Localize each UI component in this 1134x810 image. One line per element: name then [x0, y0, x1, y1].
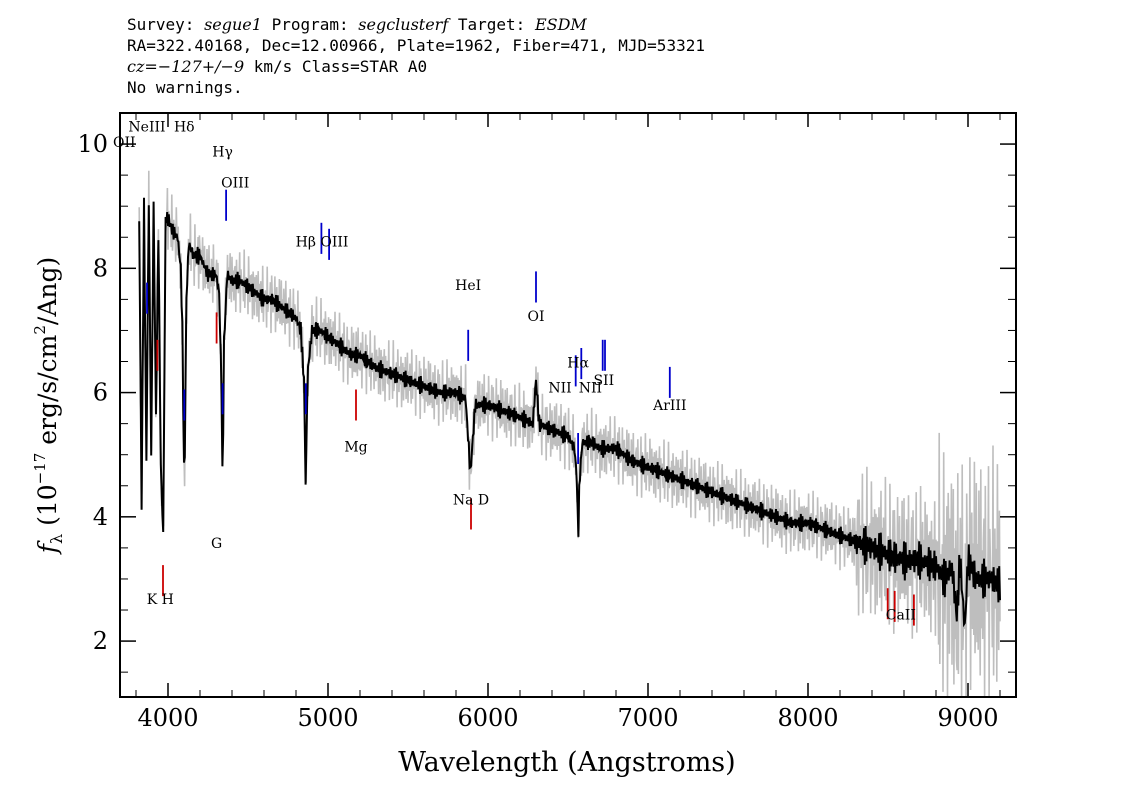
x-tick-label: 8000 [777, 704, 838, 732]
x-tick-label: 5000 [297, 704, 358, 732]
y-tick-label: 2 [93, 627, 108, 655]
noise-band [138, 170, 1001, 698]
line-label-h: Hα [567, 356, 589, 372]
header-line-survey: Survey: segue1 Program: segclusterf Targ… [127, 14, 705, 35]
line-label-oiii: OIII [320, 235, 348, 251]
line-label-h: Hδ [174, 120, 195, 136]
plot-frame [119, 112, 1017, 698]
spectrum-header: Survey: segue1 Program: segclusterf Targ… [127, 14, 705, 98]
ylabel-squared: 2 [31, 325, 49, 335]
line-label-neiii: NeIII [128, 120, 165, 136]
line-label-kh: K H [147, 592, 174, 608]
y-tick-label: 6 [93, 379, 108, 407]
header-line-redshift: cz=−127+/−9 km/s Class=STAR A0 [127, 56, 705, 77]
flux-series [138, 197, 1001, 628]
target-value: ESDM [534, 15, 587, 34]
x-axis-ticks: 4000 5000 6000 7000 8000 9000 [135, 113, 1001, 732]
survey-label: Survey: [127, 15, 205, 34]
x-tick-label: 4000 [137, 704, 198, 732]
flux-line [138, 197, 1001, 628]
line-markers [146, 189, 915, 626]
target-label: Target: [448, 15, 535, 34]
ylabel-units: erg/s/cm [33, 334, 62, 452]
line-label-ariii: ArIII [652, 398, 686, 414]
line-label-sii: SII [593, 373, 614, 389]
ylabel-lambda: λ [47, 534, 66, 544]
line-label-caii: CaII [886, 607, 916, 623]
line-label-oi: OI [527, 309, 544, 325]
x-axis-label: Wavelength (Angstroms) [398, 747, 735, 778]
line-label-oii: OII [113, 135, 136, 151]
x-tick-label: 7000 [617, 704, 678, 732]
ylabel-open: (10 [33, 484, 62, 534]
cz-label: cz [127, 57, 145, 76]
noise-line [138, 170, 1001, 698]
line-label-mg: Mg [344, 440, 367, 456]
ylabel-f: f [33, 540, 62, 555]
program-value: segclusterf [358, 15, 449, 34]
y-tick-label: 8 [93, 254, 108, 282]
x-tick-label: 9000 [937, 704, 998, 732]
class-text: km/s Class=STAR A0 [244, 57, 428, 76]
line-label-oiii: OIII [221, 176, 249, 192]
header-line-warnings: No warnings. [127, 78, 243, 97]
y-tick-label: 4 [93, 503, 108, 531]
ylabel-close: /Ang) [33, 257, 62, 325]
y-tick-label: 10 [77, 130, 108, 158]
program-label: Program: [261, 15, 359, 34]
y-axis-ticks: 2 4 6 8 10 [77, 130, 1016, 673]
line-label-hei: HeI [455, 278, 481, 294]
header-line-coordinates: RA=322.40168, Dec=12.00966, Plate=1962, … [127, 36, 705, 55]
y-axis-label: fλ (10−17 erg/s/cm2/Ang) [31, 257, 66, 556]
x-tick-label: 6000 [457, 704, 518, 732]
line-label-g: G [211, 536, 222, 552]
line-label-nad: Na D [453, 492, 489, 508]
ylabel-exponent: −17 [31, 453, 49, 485]
cz-value: =−127+/−9 [144, 57, 245, 76]
survey-value: segue1 [204, 15, 262, 34]
line-label-h: Hγ [212, 145, 233, 161]
line-label-h: Hβ [296, 235, 316, 251]
line-label-nii: NII [548, 381, 571, 397]
line-label-nii: NII [579, 381, 602, 397]
